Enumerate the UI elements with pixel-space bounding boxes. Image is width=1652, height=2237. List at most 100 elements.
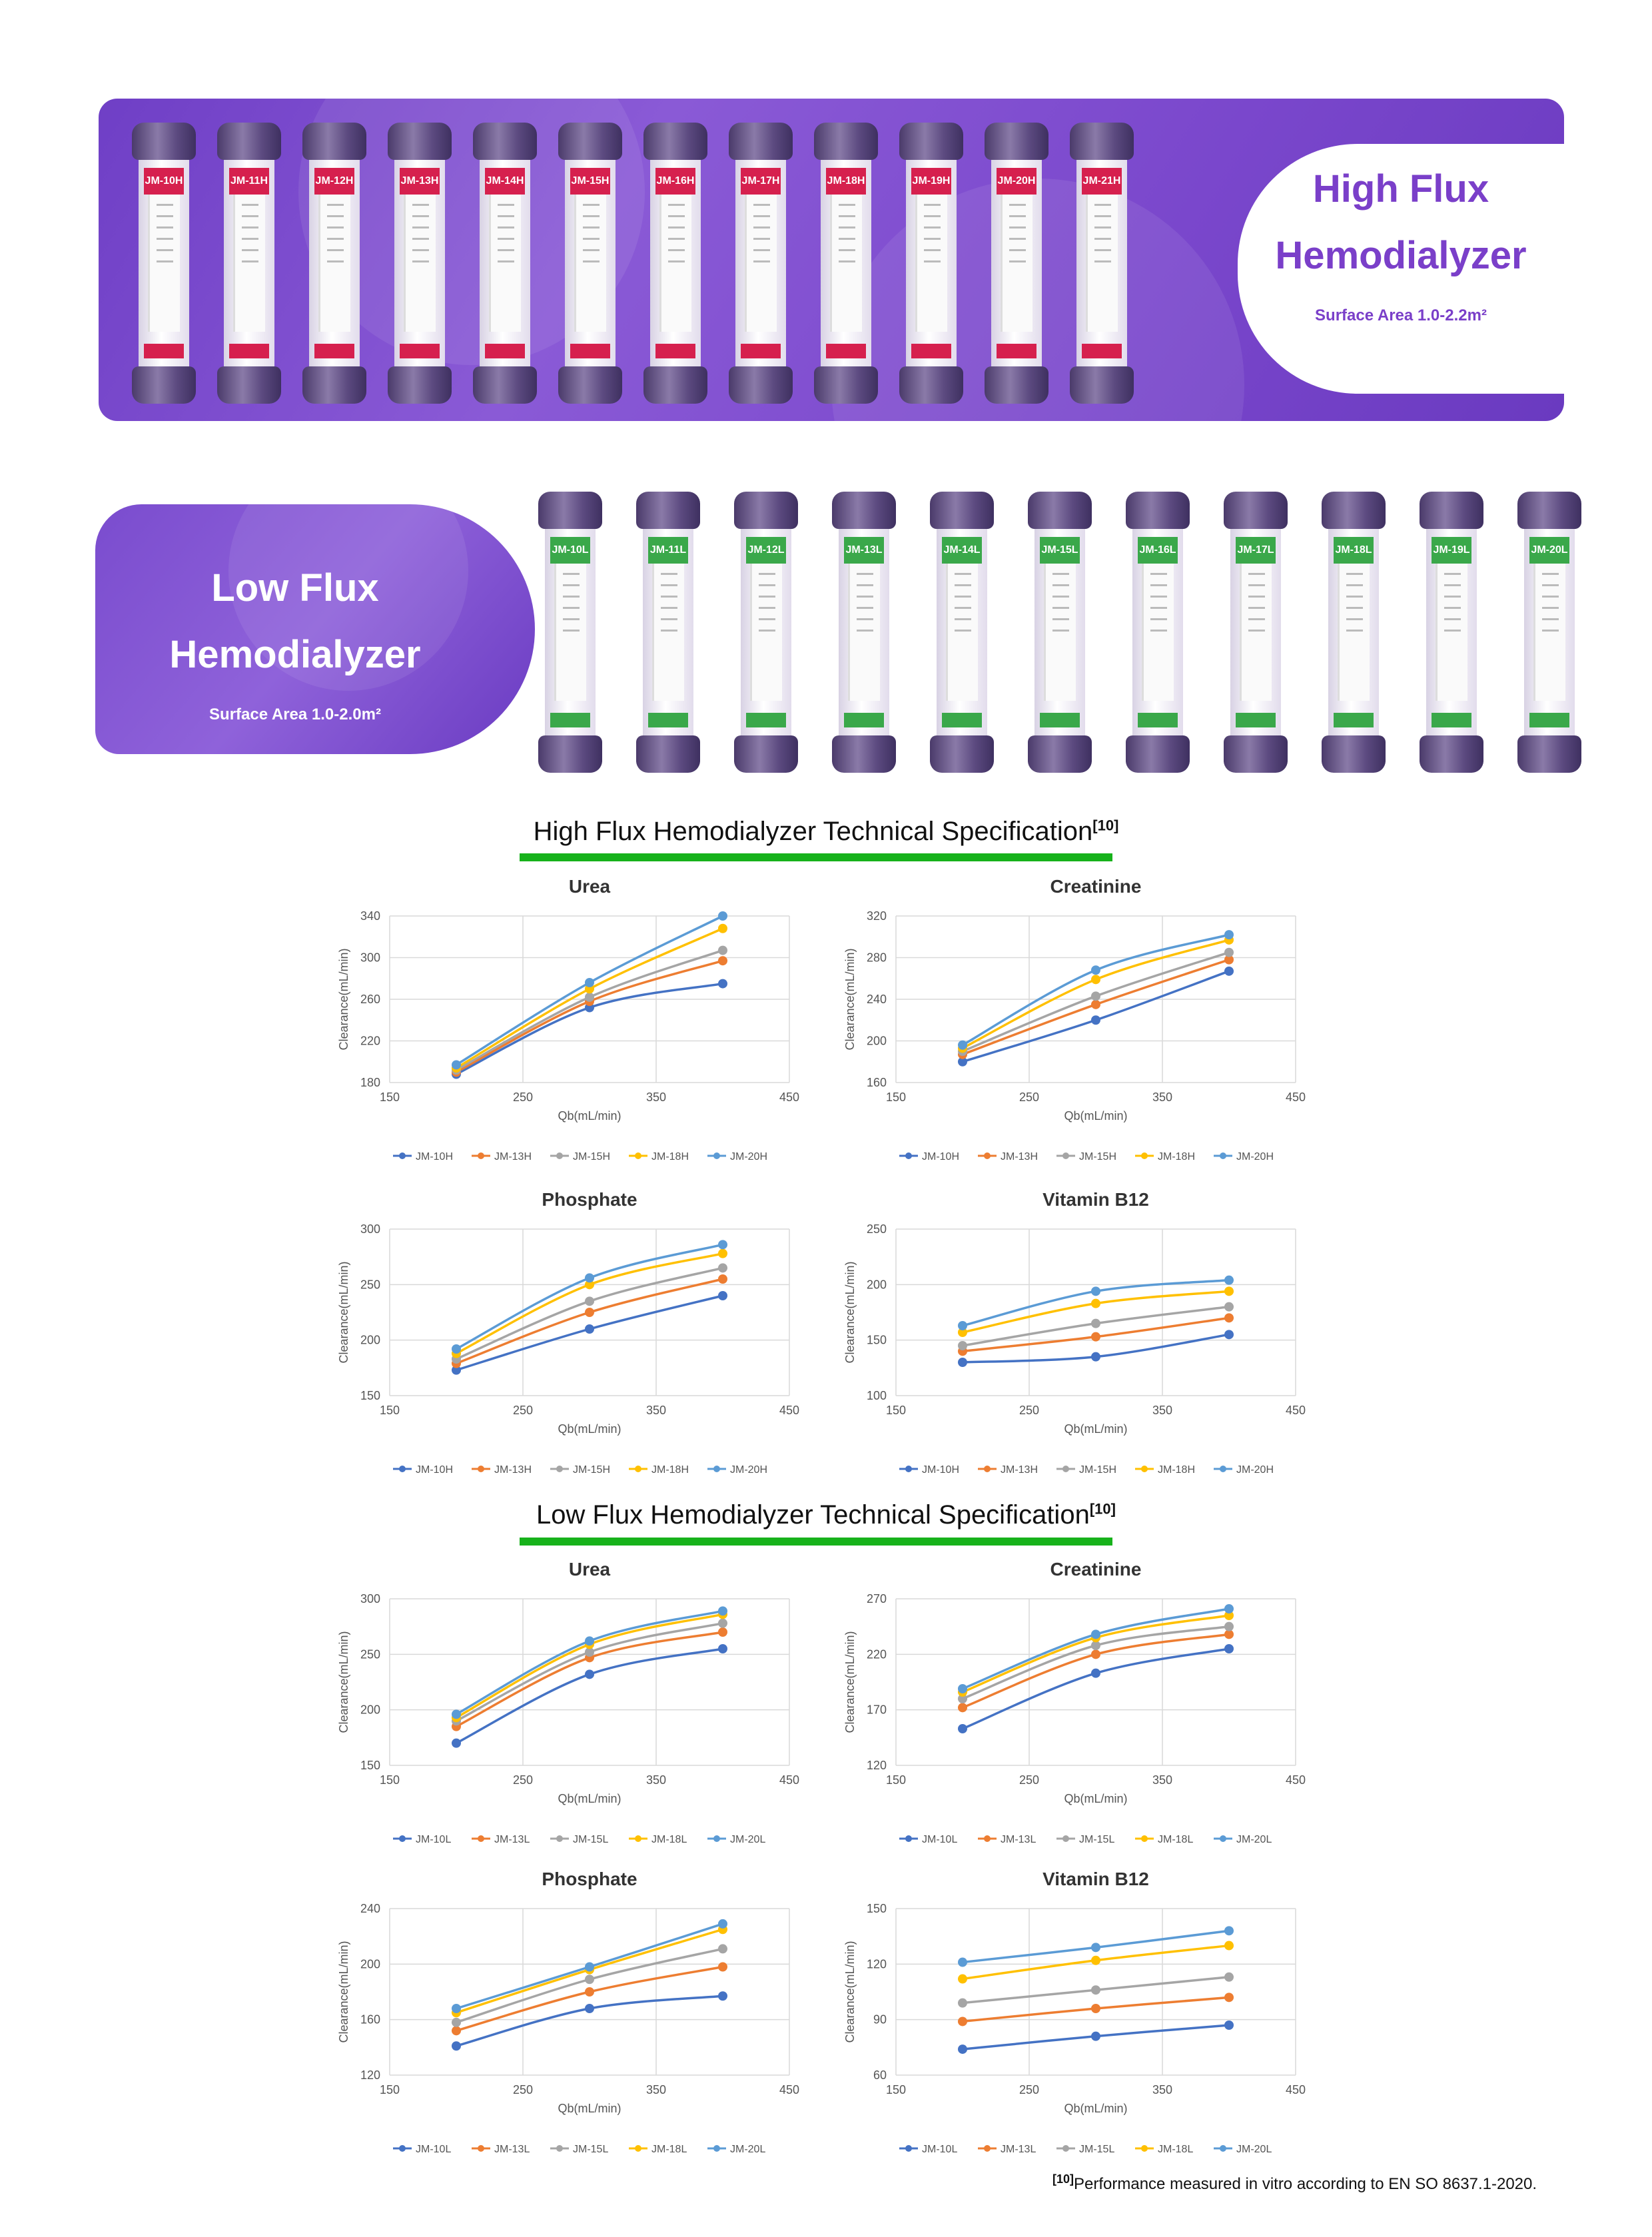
y-tick-label: 200 bbox=[360, 1703, 380, 1717]
legend-label: JM-15L bbox=[573, 2144, 608, 2155]
legend-marker bbox=[905, 2145, 912, 2152]
dialyzer-cartridge: JM-16H bbox=[643, 123, 707, 404]
dialyzer-label-sticker bbox=[1086, 195, 1118, 332]
dialyzer-cartridge: JM-20L bbox=[1517, 492, 1581, 773]
dialyzer-model-label: JM-10L bbox=[552, 544, 589, 556]
data-point bbox=[958, 1328, 967, 1337]
data-point bbox=[1224, 1611, 1234, 1620]
data-point bbox=[585, 1962, 594, 1972]
x-tick-label: 450 bbox=[1286, 1091, 1306, 1104]
legend-label: JM-20H bbox=[730, 1464, 767, 1476]
data-point bbox=[1091, 1286, 1100, 1296]
data-point bbox=[585, 978, 594, 987]
data-point bbox=[718, 1944, 727, 1954]
x-tick-label: 150 bbox=[886, 1404, 906, 1417]
chart-title: Vitamin B12 bbox=[1042, 1869, 1149, 1889]
dialyzer-body: JM-10L bbox=[545, 529, 596, 735]
legend-marker bbox=[1220, 2145, 1226, 2152]
dialyzer-label-sticker bbox=[404, 195, 436, 332]
legend-label: JM-13L bbox=[1001, 1834, 1036, 1845]
dialyzer-body: JM-17H bbox=[735, 160, 786, 366]
data-point bbox=[718, 979, 727, 989]
dialyzer-bottom-band bbox=[550, 713, 590, 727]
x-tick-label: 250 bbox=[513, 1091, 533, 1104]
dialyzer-cap bbox=[899, 123, 963, 160]
dialyzer-cap bbox=[1070, 123, 1134, 160]
dialyzer-label-band bbox=[655, 168, 695, 195]
x-axis-label: Qb(mL/min) bbox=[558, 1792, 621, 1805]
x-tick-label: 450 bbox=[1286, 1404, 1306, 1417]
legend-marker bbox=[399, 1466, 406, 1472]
dialyzer-model-label: JM-13H bbox=[400, 175, 439, 187]
dialyzer-cap bbox=[832, 735, 896, 773]
banner-glow bbox=[228, 504, 468, 691]
dialyzer-label-sticker bbox=[848, 564, 880, 701]
dialyzer-label-sticker bbox=[745, 195, 777, 332]
data-point bbox=[958, 1974, 967, 1984]
chart-high-vitamin-b12: Vitamin B12 100 150 200 250 150 250 350 450 Qb(mL… bbox=[843, 1189, 1306, 1476]
y-tick-label: 100 bbox=[867, 1389, 887, 1402]
dialyzer-cap bbox=[132, 123, 196, 160]
legend-marker bbox=[478, 2145, 484, 2152]
data-point bbox=[718, 1263, 727, 1273]
y-tick-label: 150 bbox=[360, 1759, 380, 1772]
dialyzer-body: JM-20H bbox=[991, 160, 1042, 366]
dialyzer-label-sticker bbox=[1044, 564, 1076, 701]
dialyzer-label-band bbox=[746, 537, 786, 564]
legend-label: JM-10L bbox=[416, 1834, 451, 1845]
data-point bbox=[1224, 1993, 1234, 2003]
chart-low-phosphate: Phosphate 120 160 200 240 150 250 350 450 Qb(mL/m… bbox=[337, 1869, 799, 2155]
x-tick-label: 250 bbox=[513, 1773, 533, 1787]
legend-marker bbox=[1062, 1466, 1069, 1472]
dialyzer-bottom-band bbox=[1432, 713, 1471, 727]
dialyzer-label-sticker bbox=[1240, 564, 1272, 701]
legend-marker bbox=[1141, 1466, 1148, 1472]
data-point bbox=[1091, 1649, 1100, 1659]
data-point bbox=[585, 2004, 594, 2013]
series-line bbox=[456, 959, 723, 1073]
dialyzer-model-label: JM-20H bbox=[997, 175, 1036, 187]
x-tick-label: 450 bbox=[1286, 1773, 1306, 1787]
chart-high-urea: Urea 180 220 260 300 340 150 250 350 450 Qb(mL/min… bbox=[337, 876, 799, 1162]
x-tick-label: 150 bbox=[380, 1773, 400, 1787]
data-point bbox=[452, 2017, 461, 2027]
dialyzer-cartridge: JM-12H bbox=[302, 123, 366, 404]
low-flux-surface-area: Surface Area 1.0-2.0m² bbox=[209, 705, 381, 723]
dialyzer-cartridge: JM-17L bbox=[1224, 492, 1288, 773]
dialyzer-cartridge: JM-15H bbox=[558, 123, 622, 404]
x-tick-label: 150 bbox=[886, 1773, 906, 1787]
dialyzer-label-band bbox=[648, 537, 688, 564]
x-tick-label: 250 bbox=[1019, 2083, 1039, 2096]
y-tick-label: 150 bbox=[360, 1389, 380, 1402]
data-point bbox=[452, 1365, 461, 1375]
dialyzer-cartridge: JM-13H bbox=[388, 123, 452, 404]
dialyzer-body: JM-16H bbox=[650, 160, 701, 366]
dialyzer-cap bbox=[538, 492, 602, 529]
dialyzer-cap bbox=[1126, 735, 1190, 773]
x-tick-label: 350 bbox=[646, 1773, 666, 1787]
x-tick-label: 250 bbox=[1019, 1404, 1039, 1417]
dialyzer-bottom-band bbox=[942, 713, 982, 727]
legend-marker bbox=[478, 1466, 484, 1472]
dialyzer-bottom-band bbox=[1040, 713, 1080, 727]
legend-label: JM-15H bbox=[573, 1464, 610, 1476]
dialyzer-cap bbox=[930, 492, 994, 529]
legend-marker bbox=[713, 1466, 720, 1472]
legend-label: JM-13H bbox=[494, 1151, 532, 1162]
high-flux-spec-ref: [10] bbox=[1092, 817, 1119, 834]
dialyzer-bottom-band bbox=[746, 713, 786, 727]
dialyzer-label-band bbox=[1236, 537, 1276, 564]
dialyzer-bottom-band bbox=[400, 344, 440, 358]
y-tick-label: 200 bbox=[360, 1334, 380, 1347]
data-point bbox=[585, 1324, 594, 1334]
chart-low-vitamin-b12: Vitamin B12 60 90 120 150 150 250 350 450 Qb(mL/m… bbox=[843, 1869, 1306, 2155]
high-flux-title-underline bbox=[520, 853, 1112, 861]
dialyzer-model-label: JM-20L bbox=[1531, 544, 1568, 556]
dialyzer-label-sticker bbox=[830, 195, 862, 332]
dialyzer-label-sticker bbox=[489, 195, 521, 332]
y-axis-label: Clearance(mL/min) bbox=[843, 948, 857, 1050]
legend-marker bbox=[556, 1466, 563, 1472]
legend-marker bbox=[905, 1152, 912, 1159]
legend-label: JM-13L bbox=[1001, 2144, 1036, 2155]
dialyzer-cap bbox=[388, 123, 452, 160]
